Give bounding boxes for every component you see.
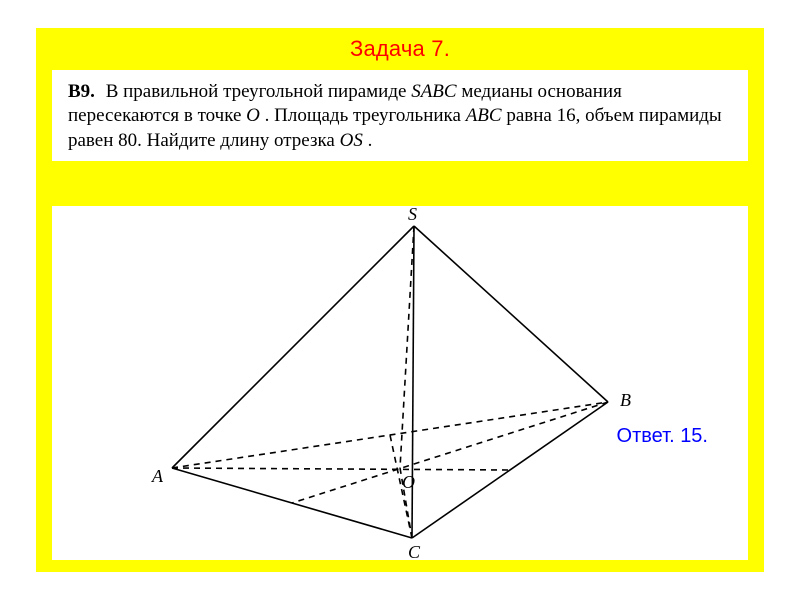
svg-text:B: B: [620, 390, 631, 410]
problem-text: В правильной треугольной пирамиде SABC м…: [68, 81, 722, 151]
figure-area: A B C S O Ответ. 15.: [52, 206, 748, 560]
answer-label: Ответ.: [617, 425, 675, 447]
slide-frame: Задача 7. B9. В правильной треугольной п…: [36, 28, 764, 572]
svg-text:O: O: [402, 472, 415, 492]
pyramid-diagram: A B C S O: [52, 206, 748, 560]
problem-label: B9.: [68, 81, 95, 102]
problem-box: B9. В правильной треугольной пирамиде SA…: [52, 70, 748, 161]
answer-value: 15.: [680, 425, 708, 447]
answer-text: Ответ. 15.: [617, 425, 708, 448]
slide-title: Задача 7.: [36, 28, 764, 62]
svg-text:S: S: [408, 206, 417, 224]
svg-text:A: A: [151, 466, 164, 486]
svg-text:C: C: [408, 542, 421, 560]
